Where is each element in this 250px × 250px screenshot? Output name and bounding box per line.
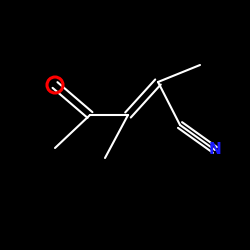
- Text: N: N: [208, 142, 222, 158]
